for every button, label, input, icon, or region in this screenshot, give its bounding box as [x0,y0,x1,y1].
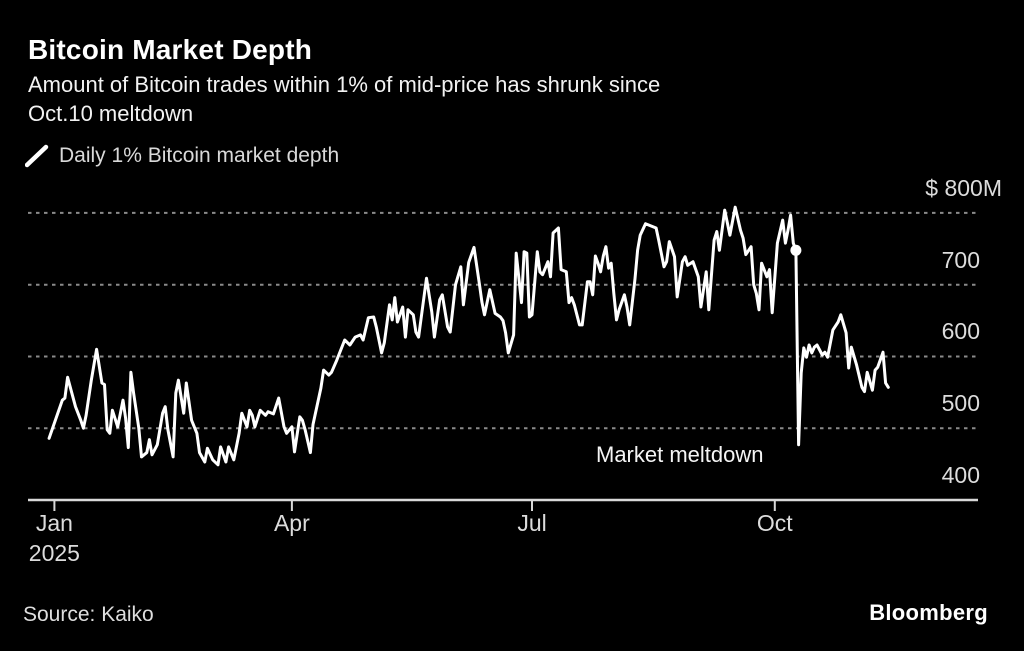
legend-label: Daily 1% Bitcoin market depth [59,144,340,167]
y-axis-label-800: $ 800M [925,174,1002,201]
x-axis-label-jan: Jan 2025 [0,512,124,565]
y-axis-label-600: 600 [941,318,980,345]
source-label: Source: Kaiko [23,603,154,626]
x-axis-year-label: 2025 [28,540,80,566]
bloomberg-logo: Bloomberg [869,600,988,625]
page-title: Bitcoin Market Depth [28,34,313,65]
pre-meltdown-marker-dot [790,244,802,256]
series-line-bitcoin-market-depth [47,205,890,467]
legend: Daily 1% Bitcoin market depth [25,144,339,168]
x-axis-label-oct: Oct [756,510,793,536]
x-axis-label-jul: Jul [517,510,547,536]
y-axis-label-500: 500 [941,390,980,417]
x-axis-label-apr: Apr [273,510,310,536]
subtitle-line-1: Amount of Bitcoin trades within 1% of mi… [28,72,661,97]
subtitle-line-2: Oct.10 meltdown [28,101,194,126]
series-line-icon [25,144,49,168]
y-axis-label-700: 700 [941,246,980,273]
chart-subtitle: Amount of Bitcoin trades within 1% of mi… [28,70,660,128]
y-axis-label-400: 400 [941,462,980,488]
annotation-market-meltdown: Market meltdown [596,442,764,467]
